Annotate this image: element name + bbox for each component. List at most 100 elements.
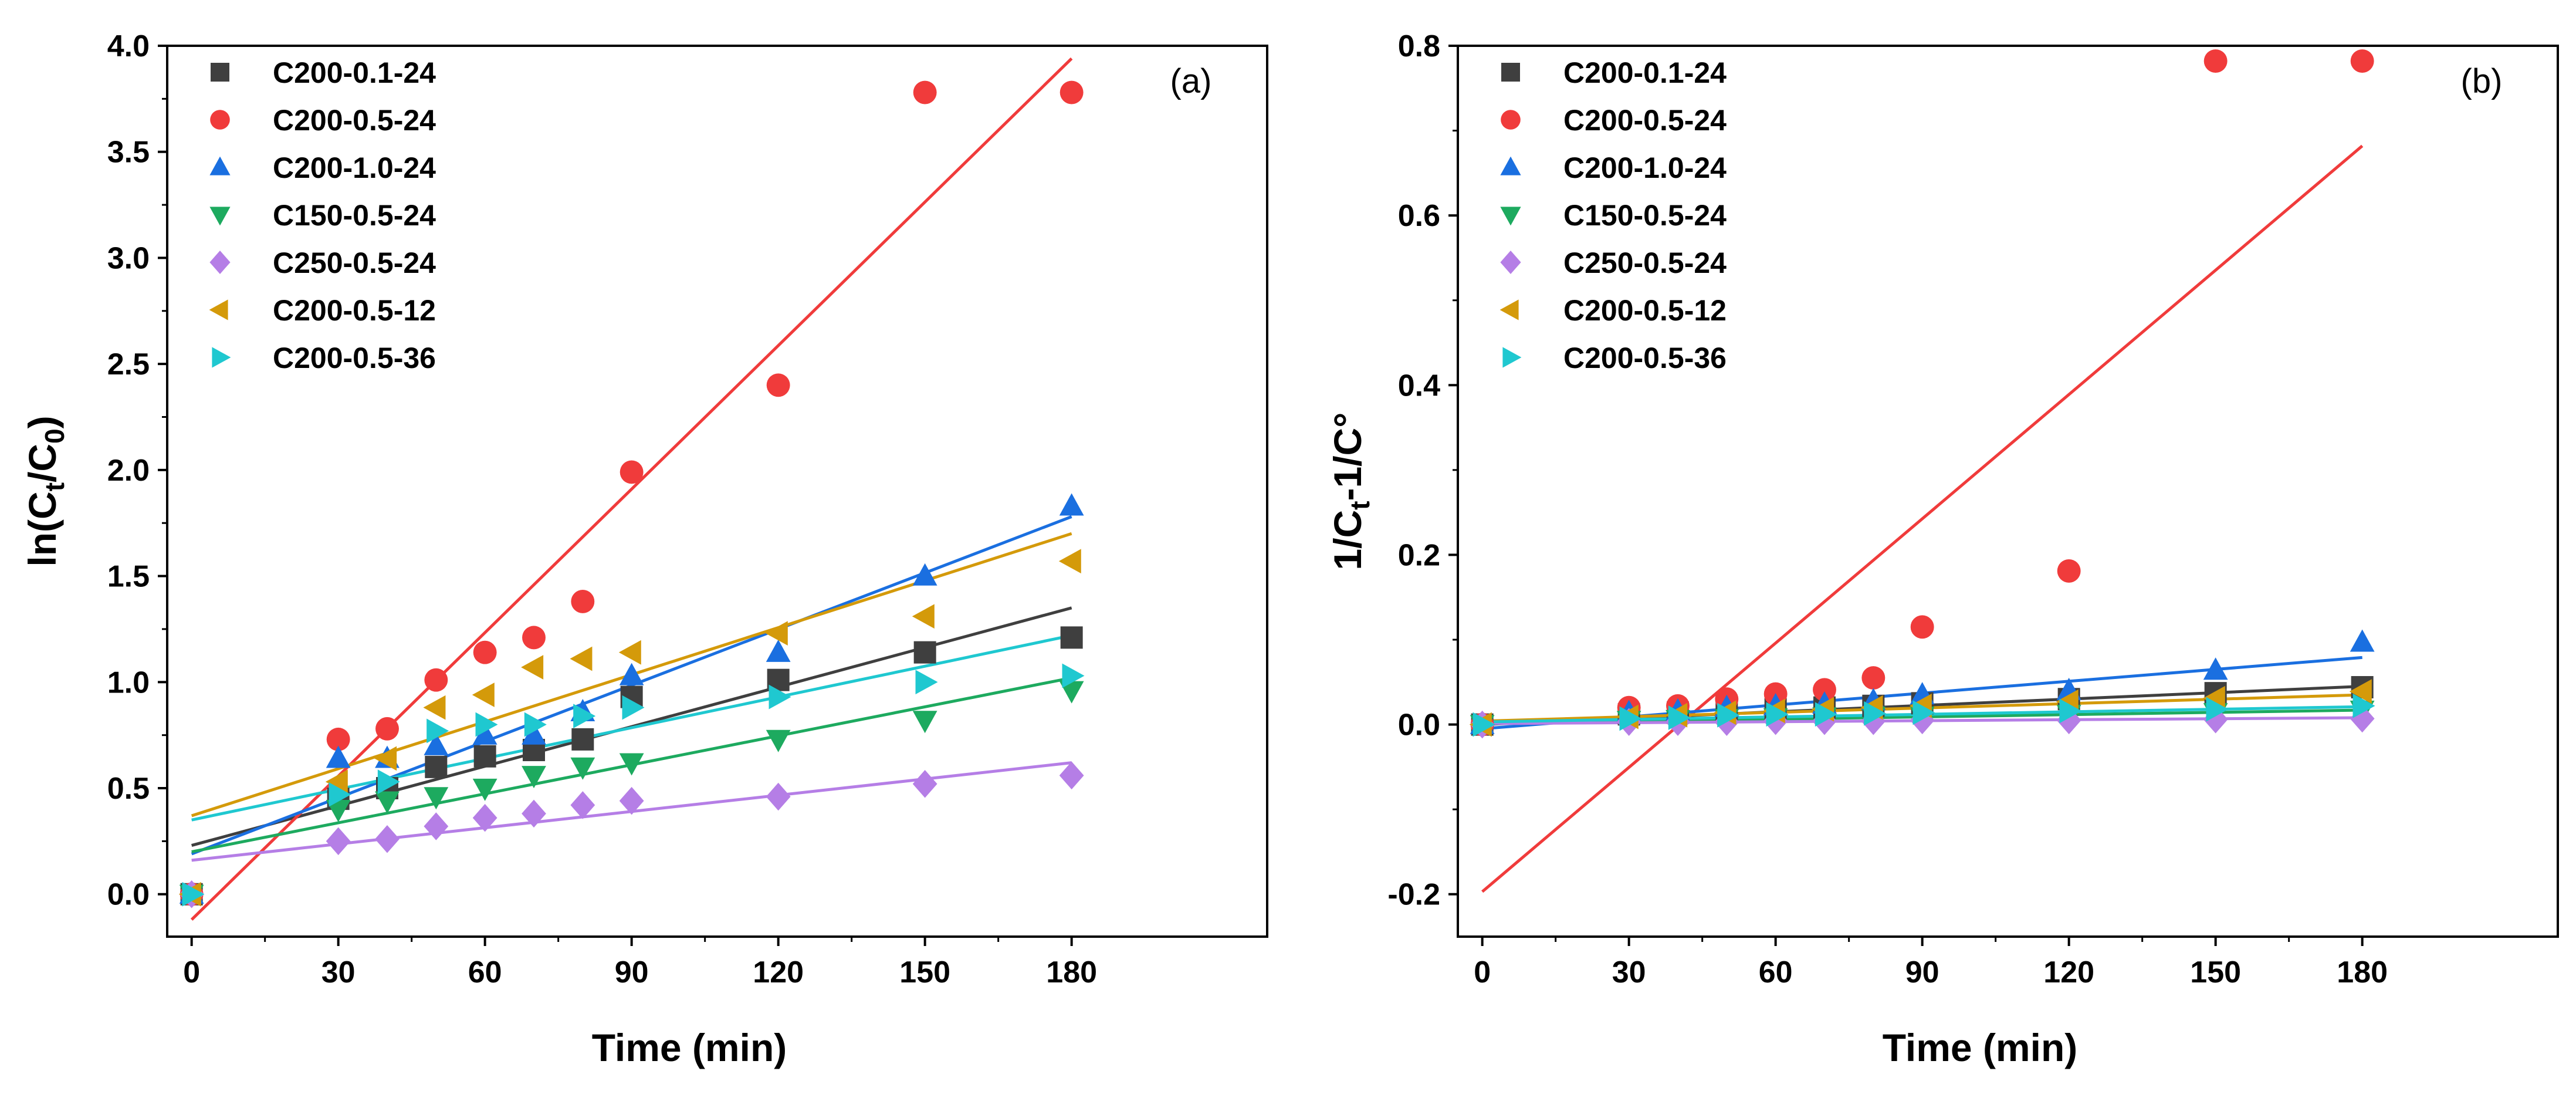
data-point-C200-0.5-24 (522, 626, 546, 650)
data-point-C200-0.5-12 (1058, 549, 1081, 574)
data-point-C200-0.5-36 (2206, 697, 2229, 722)
legend-marker-C200-0.1-24 (1501, 63, 1520, 82)
data-point-C200-0.1-24 (1060, 626, 1083, 649)
x-axis-title-b: Time (min) (1883, 1026, 2077, 1069)
y-tick-label: 2.0 (107, 454, 150, 488)
legend-marker-C200-0.5-12 (209, 299, 228, 320)
legend-label: C200-0.5-36 (273, 342, 436, 374)
data-point-C200-0.5-12 (521, 655, 544, 680)
legend-marker-C200-1.0-24 (1500, 156, 1521, 175)
y-tick-label: 0.0 (107, 878, 150, 912)
data-point-C200-0.1-24 (473, 745, 496, 768)
data-point-C200-0.5-24 (1910, 615, 1934, 639)
legend-a: C200-0.1-24 C200-0.5-24 C200-1.0-24 C150-0.… (209, 56, 436, 374)
data-point-C200-0.5-36 (475, 712, 498, 737)
data-point-C250-0.5-24 (522, 799, 546, 828)
data-point-C250-0.5-24 (1059, 761, 1084, 790)
y-tick-label: 1.5 (107, 560, 150, 594)
x-tick-label: 0 (1474, 955, 1491, 989)
data-point-C200-1.0-24 (619, 663, 644, 685)
data-point-C200-0.5-24 (571, 589, 595, 613)
legend-marker-C250-0.5-24 (1500, 251, 1521, 274)
legend-marker-C200-0.1-24 (211, 63, 229, 82)
data-point-C150-0.5-24 (1059, 681, 1084, 704)
data-point-C150-0.5-24 (619, 753, 644, 776)
x-tick-label: 120 (753, 955, 804, 989)
data-point-C200-0.5-36 (1062, 663, 1085, 688)
data-point-C150-0.5-24 (912, 711, 937, 734)
data-point-C250-0.5-24 (912, 770, 937, 798)
data-point-C200-0.5-36 (1619, 706, 1642, 731)
data-point-C200-0.5-36 (1473, 712, 1495, 737)
data-point-C200-0.5-12 (570, 646, 593, 671)
data-point-C200-0.5-24 (620, 460, 644, 484)
data-point-C200-0.5-24 (326, 727, 350, 751)
data-point-C200-0.5-36 (377, 769, 400, 795)
x-tick-label: 180 (2337, 955, 2388, 989)
data-point-C200-0.5-24 (2350, 49, 2374, 73)
legend-label: C150-0.5-24 (273, 199, 436, 232)
data-point-C150-0.5-24 (570, 757, 595, 780)
tick-marks-a (158, 45, 1073, 946)
data-point-C200-0.5-36 (2059, 698, 2082, 724)
data-point-C200-0.5-12 (374, 746, 397, 771)
data-point-C250-0.5-24 (766, 782, 791, 811)
legend-label: C200-0.5-12 (1563, 294, 1727, 327)
y-tick-label: 1.0 (107, 666, 150, 700)
data-point-C200-0.5-36 (915, 670, 938, 695)
data-point-C200-0.5-36 (524, 712, 547, 737)
tick-marks-b (1448, 45, 2364, 946)
legend-marker-C150-0.5-24 (209, 207, 231, 226)
legend-marker-C200-0.5-24 (210, 110, 230, 130)
data-point-C200-0.5-24 (1861, 666, 1886, 690)
data-point-C200-0.1-24 (571, 728, 594, 751)
y-tick-label: 3.5 (107, 136, 150, 170)
data-point-C200-0.5-24 (2203, 49, 2228, 73)
data-point-C200-1.0-24 (1059, 493, 1084, 516)
data-point-C200-0.5-24 (1059, 80, 1084, 104)
legend-marker-C150-0.5-24 (1500, 207, 1521, 226)
legend-label: C250-0.5-24 (1563, 246, 1727, 279)
data-point-C200-1.0-24 (522, 722, 546, 745)
y-tick-label: 0.8 (1398, 29, 1440, 63)
y-tick-label: 2.5 (107, 347, 150, 381)
legend-label: C200-0.1-24 (273, 56, 436, 89)
legend-label: C250-0.5-24 (273, 246, 436, 279)
data-point-C200-0.5-36 (1815, 702, 1837, 727)
data-point-C200-0.1-24 (767, 668, 790, 691)
data-point-C200-0.5-24 (1813, 678, 1836, 702)
legend-label: C200-0.5-24 (1563, 104, 1727, 137)
legend-marker-C200-1.0-24 (209, 156, 231, 175)
x-tick-label: 60 (1759, 955, 1793, 989)
y-axis-title-a: ln(Ct/C0) (21, 416, 70, 566)
data-point-C200-0.5-36 (1668, 705, 1691, 730)
data-point-C200-0.1-24 (425, 755, 448, 778)
y-tick-label: 0.0 (1398, 708, 1440, 742)
data-point-C150-0.5-24 (522, 766, 546, 789)
data-point-C200-1.0-24 (472, 722, 497, 745)
data-point-C200-1.0-24 (766, 639, 791, 662)
data-point-C150-0.5-24 (375, 791, 400, 814)
y-tick-label: 0.4 (1398, 369, 1440, 403)
data-point-C200-0.5-36 (1912, 700, 1935, 725)
y-tick-label: 3.0 (107, 241, 150, 275)
legend-marker-C200-0.5-12 (1499, 299, 1519, 320)
data-point-C200-0.5-36 (329, 782, 351, 807)
data-point-C200-0.5-24 (473, 640, 497, 664)
data-point-C200-1.0-24 (2350, 629, 2375, 652)
x-tick-label: 90 (1905, 955, 1939, 989)
data-point-C250-0.5-24 (375, 825, 400, 853)
data-point-C200-0.5-24 (2057, 559, 2081, 583)
data-point-C200-1.0-24 (2203, 657, 2228, 680)
data-point-C200-0.1-24 (913, 641, 936, 664)
fit-line-C200-0.5-24 (1481, 144, 2364, 893)
data-point-C200-0.5-12 (423, 695, 446, 720)
x-tick-label: 30 (1612, 955, 1646, 989)
legend-label: C200-1.0-24 (273, 151, 436, 184)
data-point-C150-0.5-24 (326, 799, 351, 822)
legend-label: C200-1.0-24 (1563, 151, 1727, 184)
x-tick-label: 150 (899, 955, 950, 989)
x-tick-label: 30 (321, 955, 356, 989)
data-point-C250-0.5-24 (472, 803, 497, 832)
